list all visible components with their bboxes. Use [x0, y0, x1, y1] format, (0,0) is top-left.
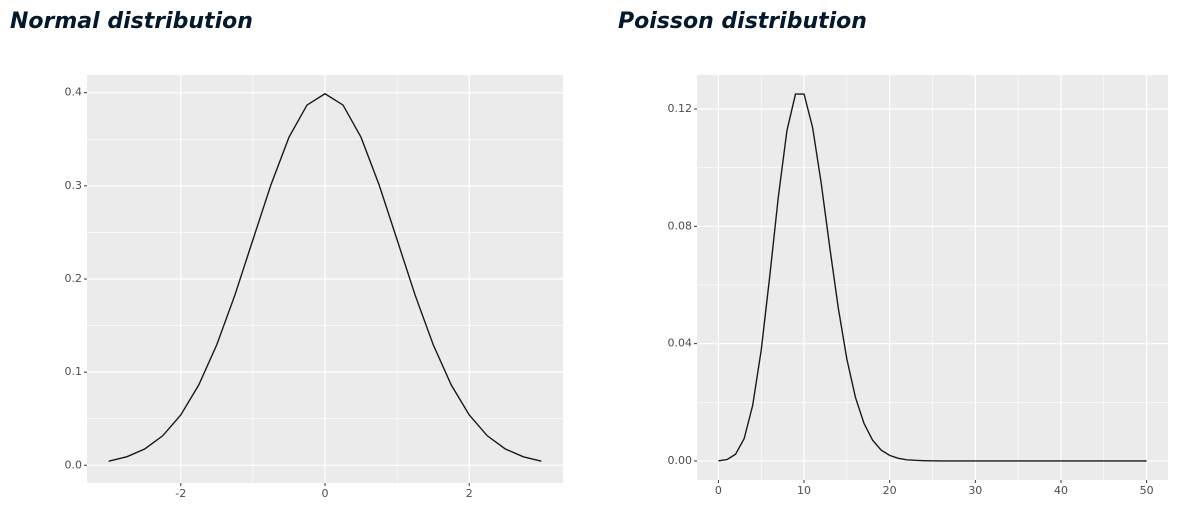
x-tick-label: 50 — [1140, 484, 1154, 497]
y-tick-label: 0.04 — [668, 337, 693, 350]
y-tick-label: 0.00 — [668, 454, 693, 467]
y-tick-label: 0.2 — [65, 272, 83, 285]
x-tick-label: 10 — [797, 484, 811, 497]
y-tick-label: 0.3 — [65, 179, 83, 192]
x-tick-label: 0 — [715, 484, 722, 497]
y-tick-label: 0.12 — [668, 102, 693, 115]
y-tick-label: 0.4 — [65, 86, 83, 99]
x-tick-label: 40 — [1054, 484, 1068, 497]
chart-title: Poisson distribution — [618, 9, 867, 34]
chart-title: Normal distribution — [10, 9, 253, 34]
x-tick-label: 30 — [968, 484, 982, 497]
x-tick-label: 2 — [466, 487, 473, 500]
x-tick-label: 0 — [322, 487, 329, 500]
x-tick-label: 20 — [883, 484, 897, 497]
line — [108, 92, 542, 462]
line — [718, 93, 1147, 462]
y-tick-label: 0.0 — [65, 458, 83, 471]
y-tick-label: 0.1 — [65, 365, 83, 378]
y-tick-label: 0.08 — [668, 219, 693, 232]
x-tick-label: -2 — [175, 487, 186, 500]
